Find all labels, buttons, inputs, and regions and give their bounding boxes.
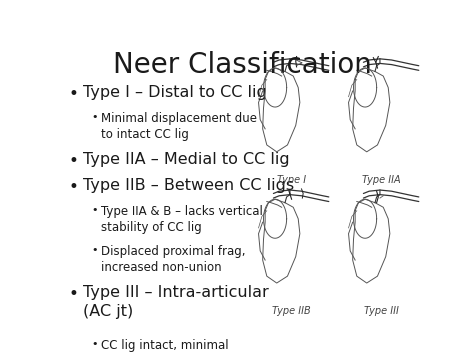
Text: Type I: Type I: [277, 175, 306, 185]
Text: •: •: [91, 339, 98, 349]
Text: •: •: [91, 205, 98, 215]
Text: •: •: [68, 179, 78, 196]
Text: Type IIB: Type IIB: [272, 306, 311, 316]
Text: Type IIA – Medial to CC lig: Type IIA – Medial to CC lig: [83, 152, 290, 166]
Text: Neer Classification: Neer Classification: [113, 51, 373, 79]
Text: Type III: Type III: [364, 306, 399, 316]
Text: •: •: [91, 245, 98, 255]
Text: Type III – Intra-articular
(AC jt): Type III – Intra-articular (AC jt): [83, 285, 269, 319]
Text: •: •: [68, 152, 78, 170]
Text: Type IIB – Between CC ligs: Type IIB – Between CC ligs: [83, 179, 294, 193]
FancyBboxPatch shape: [250, 182, 333, 297]
Text: •: •: [68, 285, 78, 303]
Text: •: •: [91, 112, 98, 122]
Text: •: •: [68, 85, 78, 103]
FancyBboxPatch shape: [250, 51, 333, 165]
Text: Type IIA & B – lacks vertical
stability of CC lig: Type IIA & B – lacks vertical stability …: [101, 205, 264, 234]
FancyBboxPatch shape: [340, 182, 423, 297]
Text: Minimal displacement due
to intact CC lig: Minimal displacement due to intact CC li…: [101, 112, 257, 141]
Text: Type I – Distal to CC lig: Type I – Distal to CC lig: [83, 85, 267, 100]
Text: Displaced proximal frag,
increased non-union: Displaced proximal frag, increased non-u…: [101, 245, 246, 274]
Text: Type IIA: Type IIA: [362, 175, 401, 185]
Text: CC lig intact, minimal
displacement, missed Dx: CC lig intact, minimal displacement, mis…: [101, 339, 250, 355]
FancyBboxPatch shape: [340, 51, 423, 165]
